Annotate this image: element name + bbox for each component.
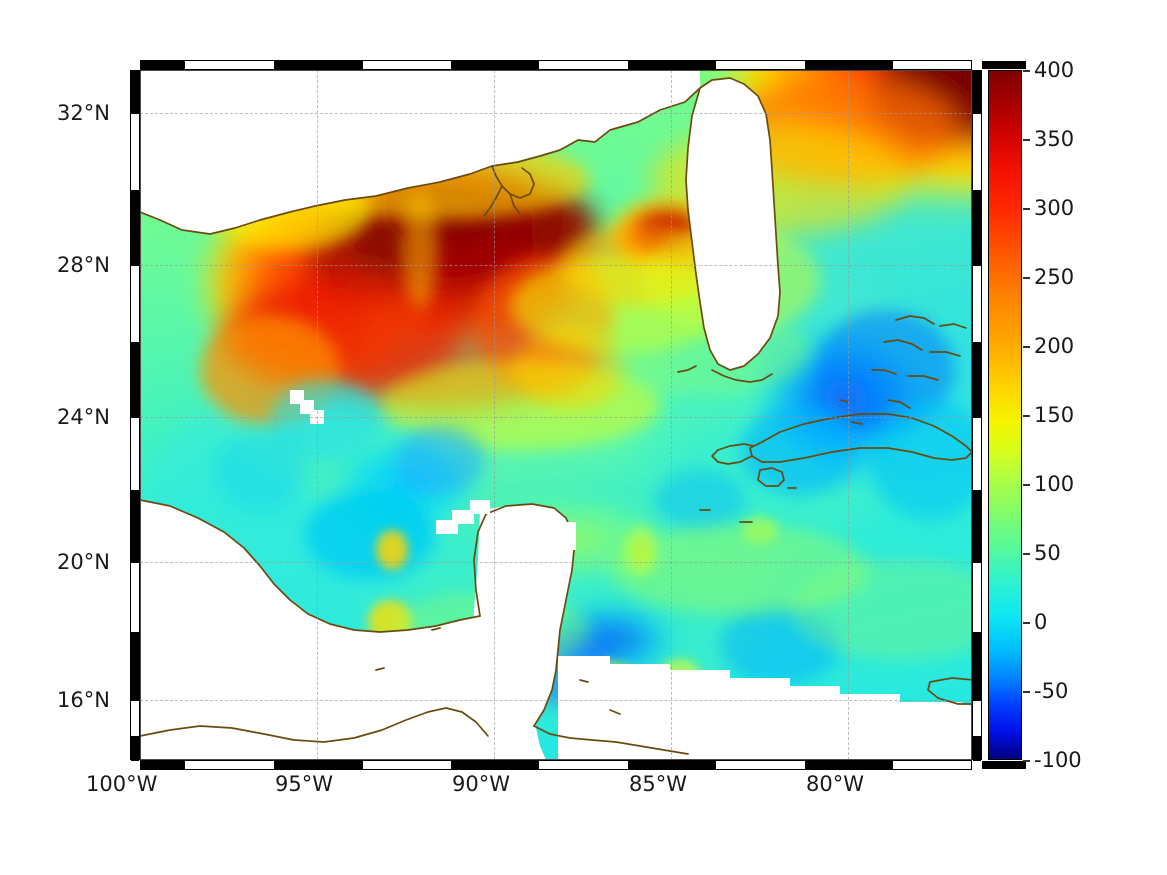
y-tick-label-28N: 28°N (57, 253, 110, 277)
colorbar-label-150: 150 (1034, 403, 1075, 427)
colorbar-label-neg100: -100 (1034, 748, 1082, 772)
x-tick-label-85W: 85°W (629, 772, 687, 796)
map-frame-bottom (140, 760, 1026, 770)
colorbar-tick-neg50 (1023, 691, 1030, 693)
colorbar-label-neg50: -50 (1034, 679, 1069, 703)
colorbar-tick-150 (1023, 415, 1030, 417)
map-frame-right (972, 70, 982, 761)
colorbar-label-350: 350 (1034, 127, 1075, 151)
colorbar-tick-250 (1023, 277, 1030, 279)
x-tick-label-95W: 95°W (275, 772, 333, 796)
y-tick-label-32N: 32°N (57, 101, 110, 125)
land-mask (140, 70, 972, 760)
map-frame-top (140, 60, 1026, 70)
colorbar-gradient (989, 71, 1021, 759)
y-tick-label-16N: 16°N (57, 688, 110, 712)
coastline-layer (140, 77, 972, 755)
colorbar-label-100: 100 (1034, 472, 1075, 496)
colorbar-label-200: 200 (1034, 334, 1075, 358)
colorbar-tick-0 (1023, 622, 1030, 624)
x-tick-label-100W: 100°W (86, 772, 158, 796)
y-tick-label-24N: 24°N (57, 405, 110, 429)
map-field-svg (140, 70, 972, 760)
colorbar-label-0: 0 (1034, 610, 1048, 634)
colorbar-label-50: 50 (1034, 541, 1061, 565)
axis-line-right (971, 70, 972, 760)
map-data-layer (140, 70, 972, 760)
colorbar-label-300: 300 (1034, 196, 1075, 220)
colorbar-label-400: 400 (1034, 58, 1075, 82)
map-frame-left (130, 70, 140, 761)
colorbar-tick-350 (1023, 139, 1030, 141)
x-tick-label-90W: 90°W (452, 772, 510, 796)
axis-line-bottom (140, 759, 972, 760)
colorbar-tick-50 (1023, 553, 1030, 555)
y-tick-label-20N: 20°N (57, 550, 110, 574)
colorbar-tick-400 (1023, 70, 1030, 72)
colorbar-label-250: 250 (1034, 265, 1075, 289)
nodata-stairs (290, 390, 576, 550)
map-plot-area[interactable] (140, 70, 972, 760)
colorbar[interactable] (988, 70, 1022, 760)
x-tick-label-80W: 80°W (806, 772, 864, 796)
colorbar-tick-100 (1023, 484, 1030, 486)
colorbar-tick-200 (1023, 346, 1030, 348)
axis-line-left (140, 70, 141, 760)
axis-line-top (140, 70, 972, 71)
colorbar-tick-neg100 (1023, 760, 1030, 762)
colorbar-tick-300 (1023, 208, 1030, 210)
